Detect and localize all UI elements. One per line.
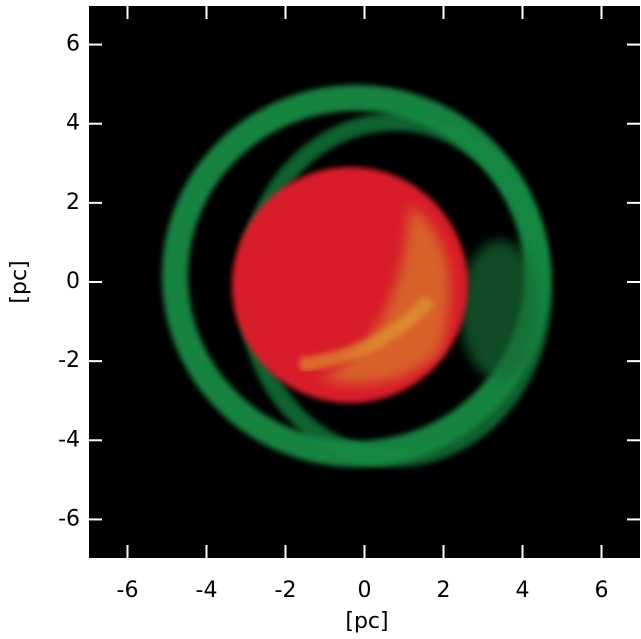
rendered-image xyxy=(162,85,552,467)
x-axis-label: [pc] xyxy=(345,609,388,634)
orange-band xyxy=(320,205,450,384)
x-tick-label: -2 xyxy=(275,578,297,603)
y-tick-label: -2 xyxy=(58,348,80,373)
y-tick-label: -4 xyxy=(58,427,80,452)
x-tick-label: -4 xyxy=(196,578,218,603)
green-patch xyxy=(460,240,540,380)
orange-streak xyxy=(299,295,436,372)
x-tick-label: 6 xyxy=(595,578,609,603)
y-tick-label: 4 xyxy=(66,111,80,136)
y-tick-label: 2 xyxy=(66,190,80,215)
x-tick-label: 0 xyxy=(358,578,372,603)
y-tick-label: 0 xyxy=(66,269,80,294)
y-tick-label: 6 xyxy=(66,32,80,57)
x-tick-label: -6 xyxy=(117,578,139,603)
y-axis-label: [pc] xyxy=(7,260,32,303)
x-tick-label: 4 xyxy=(516,578,530,603)
y-tick-label: -6 xyxy=(58,506,80,531)
x-tick-label: 2 xyxy=(437,578,451,603)
